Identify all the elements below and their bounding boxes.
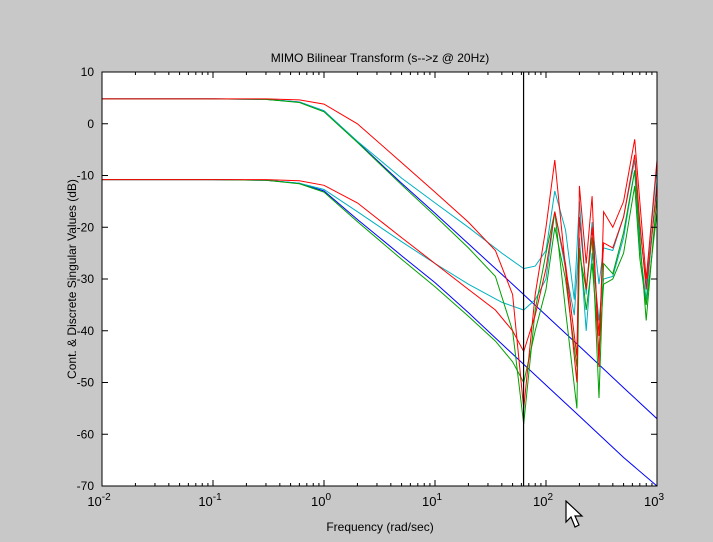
y-tick-label: 10 <box>81 65 95 79</box>
series-group <box>102 98 657 486</box>
series-line-red-6 <box>102 98 657 409</box>
y-tick-label: -60 <box>77 427 95 441</box>
series-line-green-4 <box>102 98 657 424</box>
series-line-green-5 <box>102 179 657 384</box>
x-axis-label: Frequency (rad/sec) <box>326 520 433 534</box>
y-tick-label: -30 <box>77 272 95 286</box>
x-tick-label: 101 <box>422 492 442 509</box>
y-tick-label: -50 <box>77 376 95 390</box>
x-tick-label: 10-2 <box>87 492 111 509</box>
x-axis-ticks: 10-2 10-1 100 101 102 103 <box>87 72 664 509</box>
x-tick-label: 102 <box>533 492 553 509</box>
y-axis-ticks: 10 0 -10 -20 -30 -40 -50 -60 -70 <box>77 65 657 493</box>
y-tick-label: -70 <box>77 479 95 493</box>
y-axis-label: Cont. & Discrete Singular Values (dB) <box>65 179 79 379</box>
series-line-red-7 <box>102 154 657 357</box>
y-tick-label: -10 <box>77 169 95 183</box>
x-tick-label: 100 <box>311 492 331 509</box>
chart-title: MIMO Bilinear Transform (s-->z @ 20Hz) <box>271 51 490 65</box>
x-tick-label: 10-1 <box>198 492 222 509</box>
y-tick-label: -20 <box>77 220 95 234</box>
x-tick-label: 103 <box>644 492 664 509</box>
y-tick-label: -40 <box>77 324 95 338</box>
mouse-pointer-icon <box>565 500 584 528</box>
y-tick-label: 0 <box>87 117 94 131</box>
plot-area <box>102 72 657 486</box>
